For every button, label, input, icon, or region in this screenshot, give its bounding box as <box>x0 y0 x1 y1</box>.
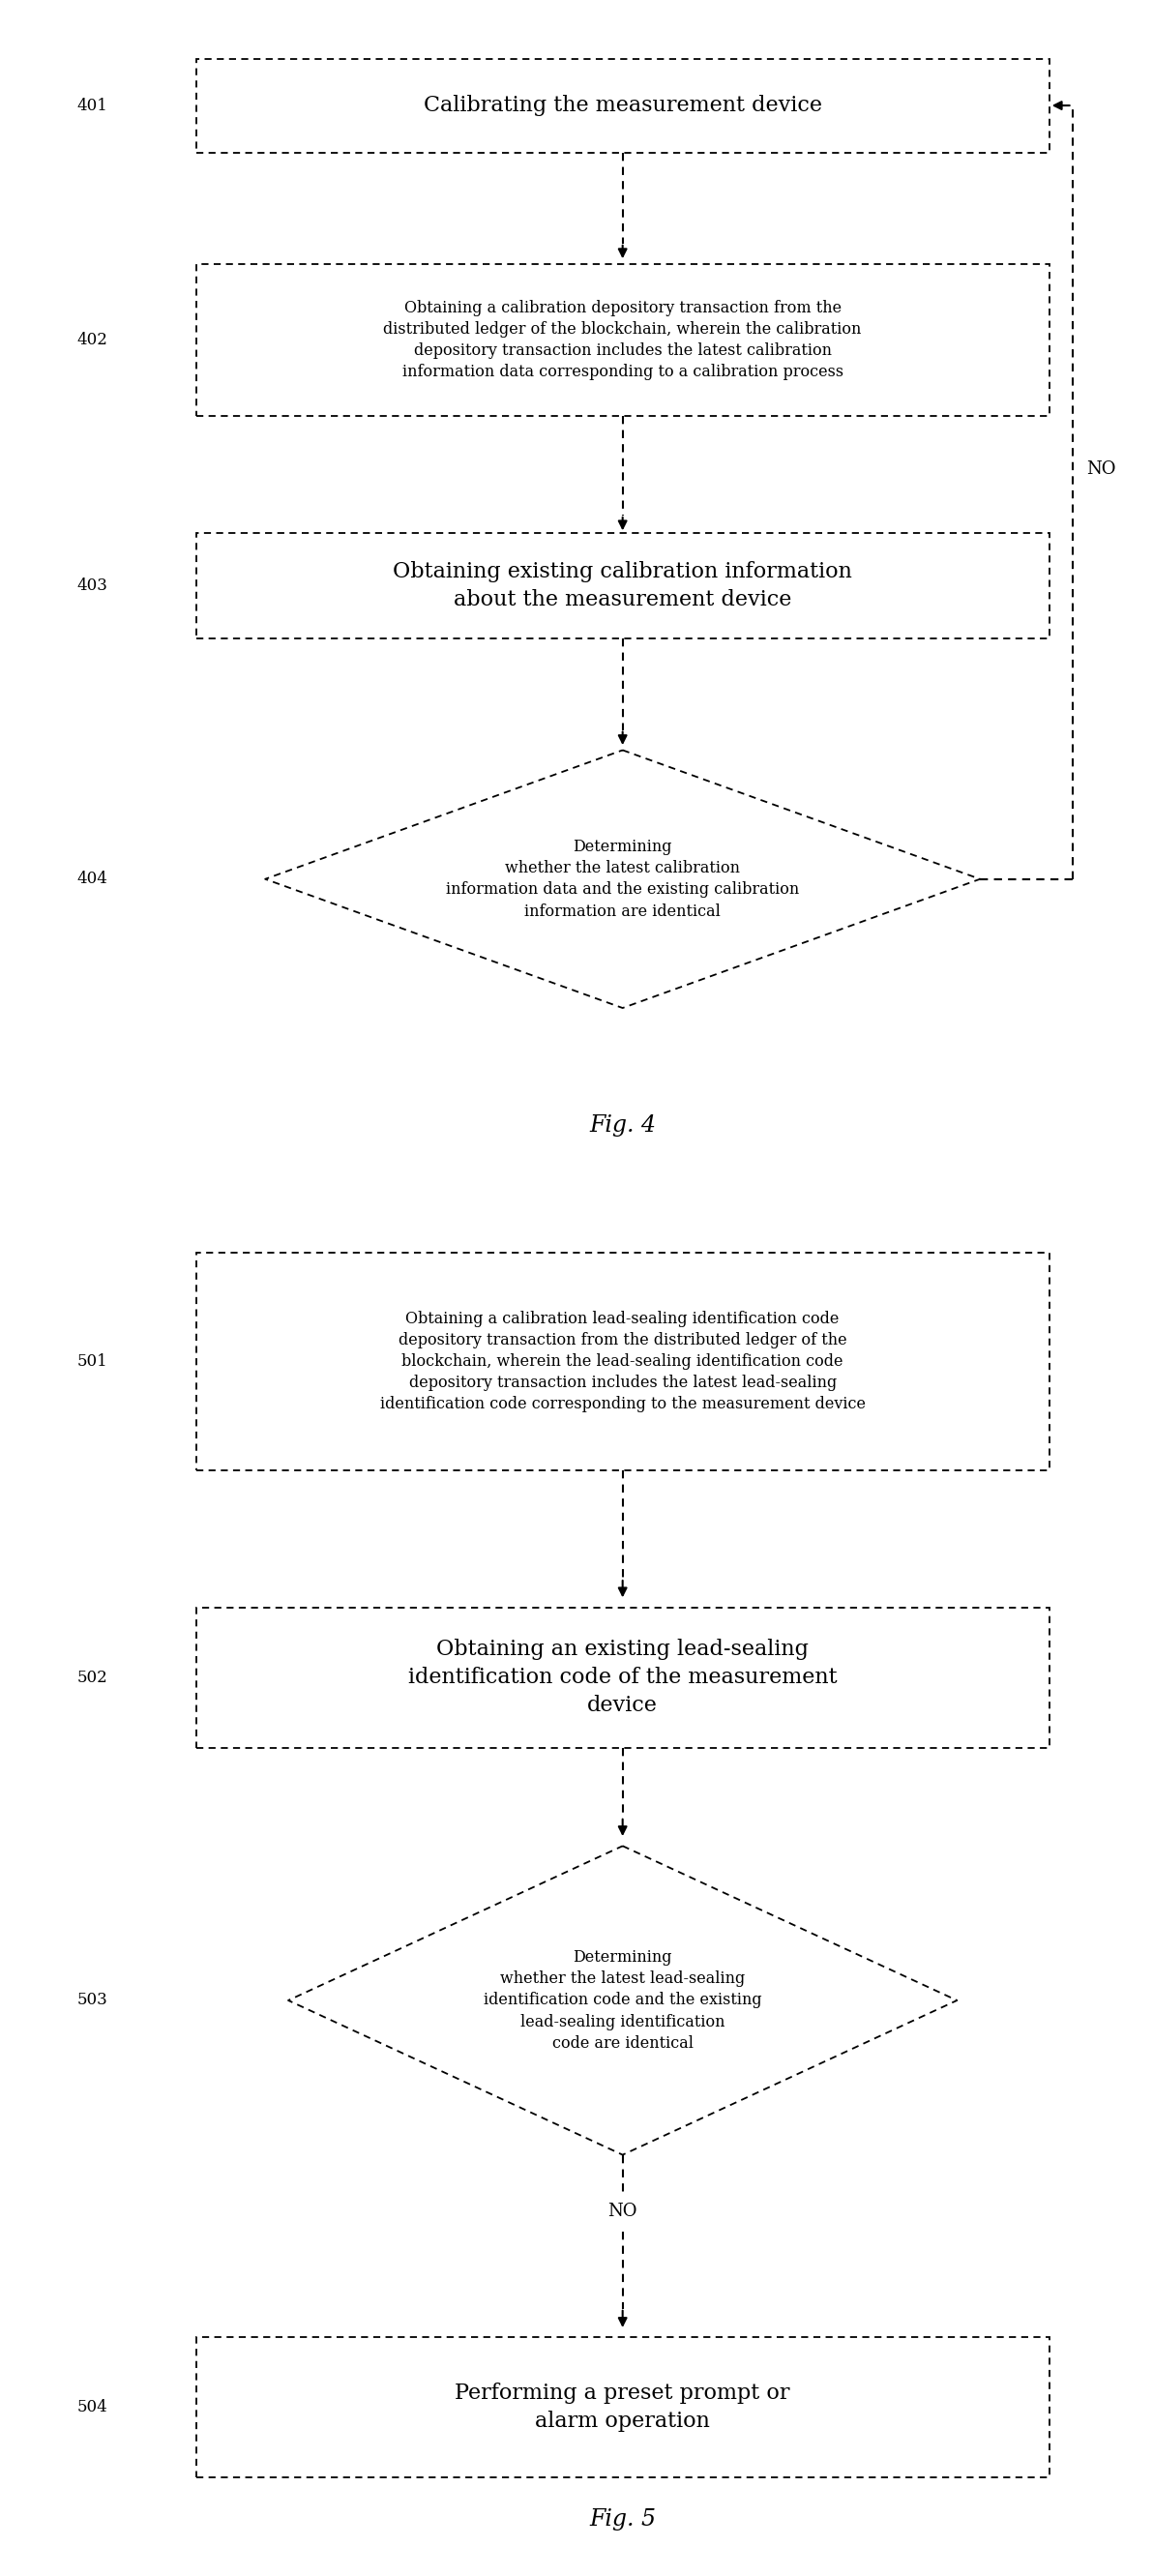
Text: 402: 402 <box>77 332 107 348</box>
Text: 401: 401 <box>77 98 107 113</box>
Text: 504: 504 <box>77 2398 107 2416</box>
Text: Calibrating the measurement device: Calibrating the measurement device <box>423 95 822 116</box>
FancyBboxPatch shape <box>196 59 1049 152</box>
Text: NO: NO <box>608 2202 638 2221</box>
Text: Obtaining existing calibration information
about the measurement device: Obtaining existing calibration informati… <box>393 562 852 611</box>
Text: 502: 502 <box>77 1669 107 1685</box>
Text: Determining
whether the latest lead-sealing
identification code and the existing: Determining whether the latest lead-seal… <box>483 1950 762 2050</box>
Text: Obtaining a calibration depository transaction from the
distributed ledger of th: Obtaining a calibration depository trans… <box>384 299 861 381</box>
Text: 403: 403 <box>77 577 107 595</box>
FancyBboxPatch shape <box>196 533 1049 639</box>
Text: NO: NO <box>1086 461 1116 477</box>
FancyBboxPatch shape <box>196 1252 1049 1471</box>
Text: 501: 501 <box>77 1352 107 1370</box>
Text: Fig. 4: Fig. 4 <box>589 1113 656 1136</box>
Text: Obtaining an existing lead-sealing
identification code of the measurement
device: Obtaining an existing lead-sealing ident… <box>408 1638 837 1716</box>
Text: Fig. 5: Fig. 5 <box>589 2509 656 2532</box>
FancyBboxPatch shape <box>196 1607 1049 1747</box>
FancyBboxPatch shape <box>196 263 1049 417</box>
FancyBboxPatch shape <box>196 2336 1049 2478</box>
Text: Obtaining a calibration lead-sealing identification code
depository transaction : Obtaining a calibration lead-sealing ide… <box>379 1311 866 1412</box>
Text: Determining
whether the latest calibration
information data and the existing cal: Determining whether the latest calibrati… <box>446 840 799 920</box>
Text: 503: 503 <box>77 1991 107 2009</box>
Text: Performing a preset prompt or
alarm operation: Performing a preset prompt or alarm oper… <box>455 2383 790 2432</box>
Text: 404: 404 <box>77 871 107 886</box>
